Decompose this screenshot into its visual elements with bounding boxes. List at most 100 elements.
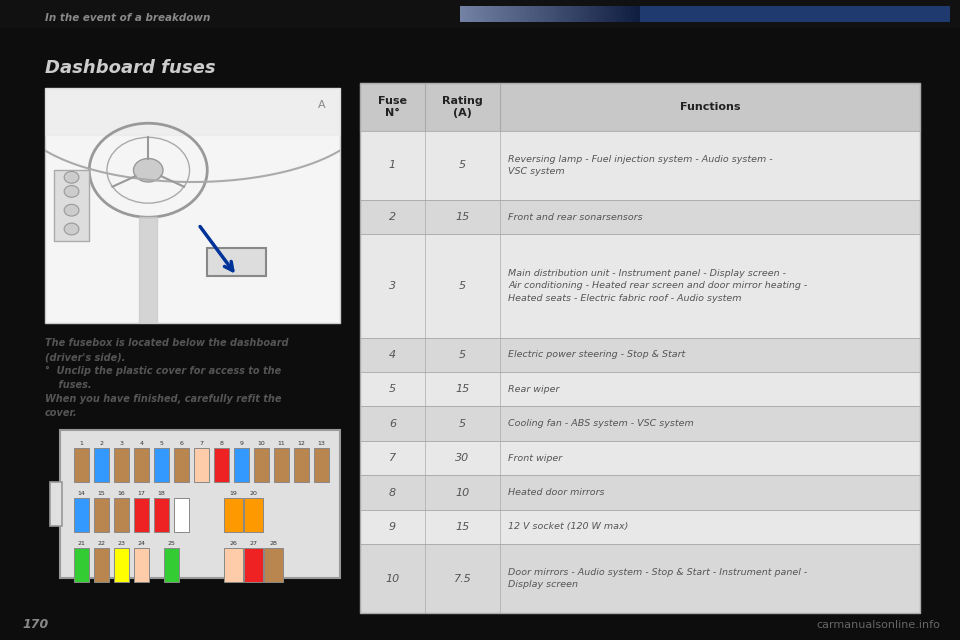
Text: 6: 6	[180, 441, 183, 446]
Bar	[607, 6, 610, 22]
Bar	[469, 6, 472, 22]
Text: 9: 9	[239, 441, 244, 446]
Text: 5: 5	[389, 384, 396, 394]
Bar	[523, 6, 526, 22]
Bar	[244, 498, 263, 532]
Text: 4: 4	[389, 350, 396, 360]
Bar	[164, 548, 179, 582]
Bar	[360, 441, 920, 476]
Bar	[274, 448, 289, 482]
Text: 10: 10	[455, 488, 469, 497]
Text: °  Unclip the plastic cover for access to the: ° Unclip the plastic cover for access to…	[45, 366, 281, 376]
Bar	[559, 6, 562, 22]
Bar	[604, 6, 607, 22]
Bar	[174, 448, 189, 482]
Text: 27: 27	[250, 541, 257, 546]
Text: 12: 12	[298, 441, 305, 446]
Text: 14: 14	[78, 491, 85, 496]
Bar	[565, 6, 568, 22]
Bar	[610, 6, 613, 22]
Text: 25: 25	[168, 541, 176, 546]
Text: Reversing lamp - Fuel injection system - Audio system -
VSC system: Reversing lamp - Fuel injection system -…	[508, 155, 773, 176]
Text: 6: 6	[389, 419, 396, 429]
Text: 5: 5	[159, 441, 163, 446]
Text: Functions: Functions	[680, 102, 740, 112]
Bar	[550, 6, 553, 22]
Bar	[502, 6, 505, 22]
Text: 26: 26	[229, 541, 237, 546]
Bar	[577, 6, 580, 22]
Bar	[174, 498, 189, 532]
Text: 19: 19	[229, 491, 237, 496]
Text: 21: 21	[78, 541, 85, 546]
Bar	[54, 170, 89, 241]
Text: The fusebox is located below the dashboard: The fusebox is located below the dashboa…	[45, 338, 289, 348]
Bar	[0, 0, 960, 28]
Text: 11: 11	[277, 441, 285, 446]
Bar	[493, 6, 496, 22]
Bar	[360, 234, 920, 337]
Bar	[194, 448, 209, 482]
Text: Front wiper: Front wiper	[508, 454, 563, 463]
Text: carmanualsonline.info: carmanualsonline.info	[816, 620, 940, 630]
Bar	[634, 6, 637, 22]
Bar	[589, 6, 592, 22]
Text: Dashboard fuses: Dashboard fuses	[45, 59, 216, 77]
Bar	[60, 430, 340, 578]
Text: 10: 10	[257, 441, 265, 446]
Bar	[207, 248, 266, 276]
Text: 22: 22	[98, 541, 106, 546]
Bar	[538, 6, 541, 22]
Bar	[114, 448, 129, 482]
Bar	[460, 6, 463, 22]
Text: 8: 8	[220, 441, 224, 446]
Bar	[224, 498, 243, 532]
Text: Fuse
N°: Fuse N°	[378, 96, 407, 118]
Bar	[214, 448, 229, 482]
Text: 18: 18	[157, 491, 165, 496]
Circle shape	[64, 186, 79, 197]
Bar	[74, 498, 89, 532]
Bar	[254, 448, 269, 482]
Bar	[586, 6, 589, 22]
Text: Cooling fan - ABS system - VSC system: Cooling fan - ABS system - VSC system	[508, 419, 694, 428]
Text: 5: 5	[459, 350, 466, 360]
Bar	[568, 6, 571, 22]
Bar	[628, 6, 631, 22]
Text: 16: 16	[118, 491, 126, 496]
Bar	[94, 548, 109, 582]
Bar	[74, 548, 89, 582]
Bar	[580, 6, 583, 22]
Bar	[154, 498, 169, 532]
Bar	[224, 548, 243, 582]
Text: 23: 23	[117, 541, 126, 546]
Text: 15: 15	[455, 522, 469, 532]
Bar	[134, 498, 149, 532]
Bar	[592, 6, 595, 22]
Text: 3: 3	[119, 441, 124, 446]
Bar	[74, 448, 89, 482]
Bar	[490, 6, 493, 22]
Bar	[499, 6, 502, 22]
Text: 5: 5	[459, 281, 466, 291]
Text: 15: 15	[455, 212, 469, 222]
Bar	[94, 448, 109, 482]
Bar	[114, 498, 129, 532]
Bar	[619, 6, 622, 22]
Bar	[529, 6, 532, 22]
Bar	[571, 6, 574, 22]
Bar	[613, 6, 616, 22]
Circle shape	[133, 159, 163, 182]
Text: Front and rear sonarsensors: Front and rear sonarsensors	[508, 212, 642, 221]
Text: Rating
(A): Rating (A)	[443, 96, 483, 118]
Bar	[360, 544, 920, 613]
Bar	[526, 6, 529, 22]
Text: 8: 8	[389, 488, 396, 497]
Bar	[460, 6, 950, 22]
Bar	[481, 6, 484, 22]
Bar	[50, 482, 62, 526]
Bar	[314, 448, 329, 482]
Text: 4: 4	[139, 441, 143, 446]
Text: fuses.: fuses.	[45, 380, 91, 390]
Text: 20: 20	[250, 491, 257, 496]
